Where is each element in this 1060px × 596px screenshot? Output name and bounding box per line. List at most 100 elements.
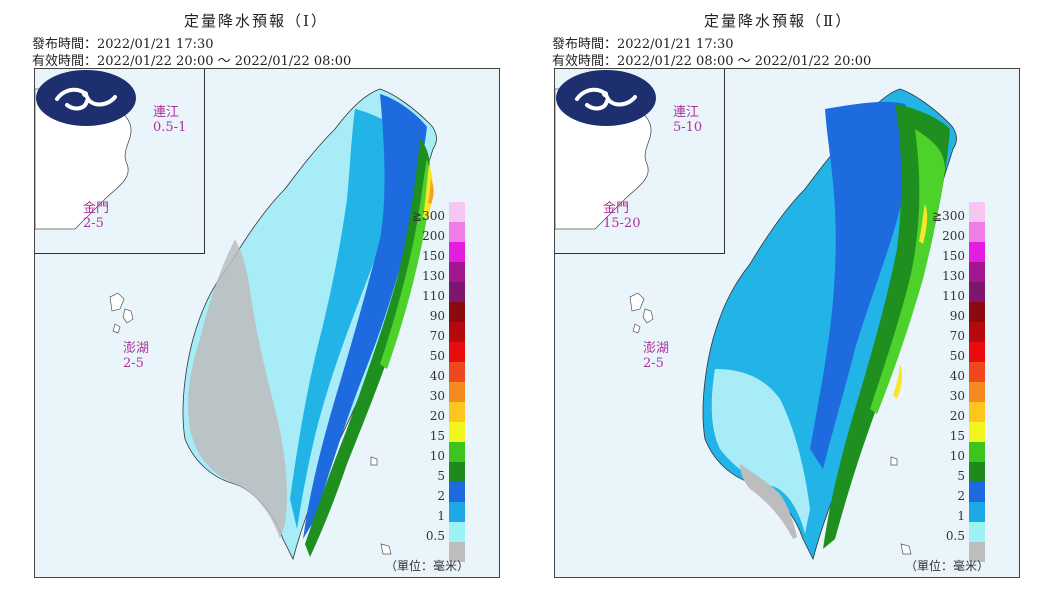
issue-time: 發布時間：2022/01/21 17:30	[32, 37, 214, 52]
legend-label: 200	[942, 229, 965, 243]
valid-time: 有效時間：2022/01/22 20:00 ～ 2022/01/22 08:00	[32, 54, 352, 69]
legend-swatch	[449, 282, 465, 302]
legend-swatch	[969, 502, 985, 522]
legend-label: 5	[437, 469, 445, 483]
legend-swatch	[449, 262, 465, 282]
legend-swatch	[969, 322, 985, 342]
rainfall-legend: ≧300 200 150 130 110 90 70 50 40 30 20 1…	[412, 202, 465, 562]
legend-label: 90	[949, 309, 965, 323]
rainfall-map: 連江 0.5-1 金門 2-5 澎湖 2-5 ≧300 200 150 130	[34, 68, 500, 578]
kinmen-label: 金門 2-5	[83, 201, 110, 231]
legend-label: 2	[957, 489, 965, 503]
legend-swatch	[969, 242, 985, 262]
legend-label: 30	[429, 389, 445, 403]
matsu-label: 連江 5-10	[673, 105, 703, 135]
lime-zone	[870, 129, 945, 414]
legend-swatch	[449, 322, 465, 342]
legend-label: 1	[957, 509, 965, 523]
legend-swatch	[449, 502, 465, 522]
matsu-label: 連江 0.5-1	[153, 105, 187, 135]
yellow-zone	[919, 204, 928, 244]
legend-label: 150	[422, 249, 445, 263]
green-zone	[823, 104, 950, 549]
panel-title: 定量降水預報（Ⅰ）	[184, 12, 328, 30]
legend-swatch	[969, 222, 985, 242]
legend-label: 20	[429, 409, 445, 423]
penghu-islands	[629, 292, 654, 334]
legend-label: 70	[949, 329, 965, 343]
yellow-zone	[893, 364, 903, 399]
legend-label: 150	[942, 249, 965, 263]
legend-swatch	[449, 482, 465, 502]
orchid-island	[380, 543, 392, 555]
legend-label: ≧300	[412, 209, 445, 223]
legend-swatch	[449, 362, 465, 382]
legend-label: 40	[429, 369, 445, 383]
legend-swatch	[969, 482, 985, 502]
legend-swatch	[969, 282, 985, 302]
taiwan-rainfall-map	[35, 88, 437, 561]
legend-swatch	[969, 382, 985, 402]
legend-label: 110	[422, 289, 445, 303]
legend-swatch	[969, 522, 985, 542]
lime-zone	[380, 159, 430, 369]
legend-swatch	[449, 522, 465, 542]
legend-swatch	[449, 242, 465, 262]
penghu-label: 澎湖 2-5	[123, 341, 150, 371]
legend-label: 20	[949, 409, 965, 423]
legend-swatch	[969, 442, 985, 462]
legend-label: 90	[429, 309, 445, 323]
panel-title: 定量降水預報（Ⅱ）	[704, 12, 853, 30]
legend-label: 30	[949, 389, 965, 403]
cyan-zone	[290, 109, 407, 529]
legend-label: 5	[957, 469, 965, 483]
orange-zone	[428, 179, 434, 204]
legend-label: 200	[422, 229, 445, 243]
legend-label: 0.5	[425, 529, 445, 543]
forecast-panel-1: 定量降水預報（Ⅰ） 發布時間：2022/01/21 17:30 有效時間：202…	[14, 0, 504, 596]
orchid-island	[900, 543, 912, 555]
light-blue-zone	[711, 369, 810, 534]
legend-swatch	[449, 422, 465, 442]
legend-swatch	[969, 202, 985, 222]
legend-label: 1	[437, 509, 445, 523]
yellow-zone	[423, 164, 433, 219]
legend-label: 50	[949, 349, 965, 363]
legend-label: ≧300	[932, 209, 965, 223]
issue-time: 發布時間：2022/01/21 17:30	[552, 37, 734, 52]
gray-zone	[740, 464, 797, 539]
blue-zone	[810, 101, 911, 470]
penghu-label: 澎湖 2-5	[643, 341, 670, 371]
legend-label: 10	[949, 449, 965, 463]
legend-swatch	[969, 362, 985, 382]
legend-swatch	[449, 402, 465, 422]
legend-swatch	[969, 422, 985, 442]
legend-label: 70	[429, 329, 445, 343]
forecast-panel-2: 定量降水預報（Ⅱ） 發布時間：2022/01/21 17:30 有效時間：202…	[534, 0, 1024, 596]
penghu-islands	[109, 292, 134, 334]
legend-swatch	[969, 402, 985, 422]
legend-label: 15	[949, 429, 965, 443]
green-island	[370, 456, 378, 466]
legend-label: 110	[942, 289, 965, 303]
legend-swatch	[449, 382, 465, 402]
legend-swatch	[449, 342, 465, 362]
blue-zone	[303, 94, 427, 539]
legend-label: 50	[429, 349, 445, 363]
unit-label: （單位：毫米）	[905, 559, 990, 573]
legend-swatch	[969, 302, 985, 322]
legend-label: 10	[429, 449, 445, 463]
legend-swatch	[969, 462, 985, 482]
valid-time: 有效時間：2022/01/22 08:00 ～ 2022/01/22 20:00	[552, 54, 872, 69]
legend-swatch	[449, 442, 465, 462]
green-zone	[305, 139, 431, 557]
legend-swatch	[969, 342, 985, 362]
legend-swatch	[449, 222, 465, 242]
legend-label: 2	[437, 489, 445, 503]
legend-swatch	[969, 542, 985, 562]
rainfall-map: 連江 5-10 金門 15-20 澎湖 2-5 ≧300 200 150 130	[554, 68, 1020, 578]
legend-label: 130	[422, 269, 445, 283]
legend-swatch	[449, 462, 465, 482]
legend-label: 40	[949, 369, 965, 383]
offshore-inset	[35, 69, 205, 254]
